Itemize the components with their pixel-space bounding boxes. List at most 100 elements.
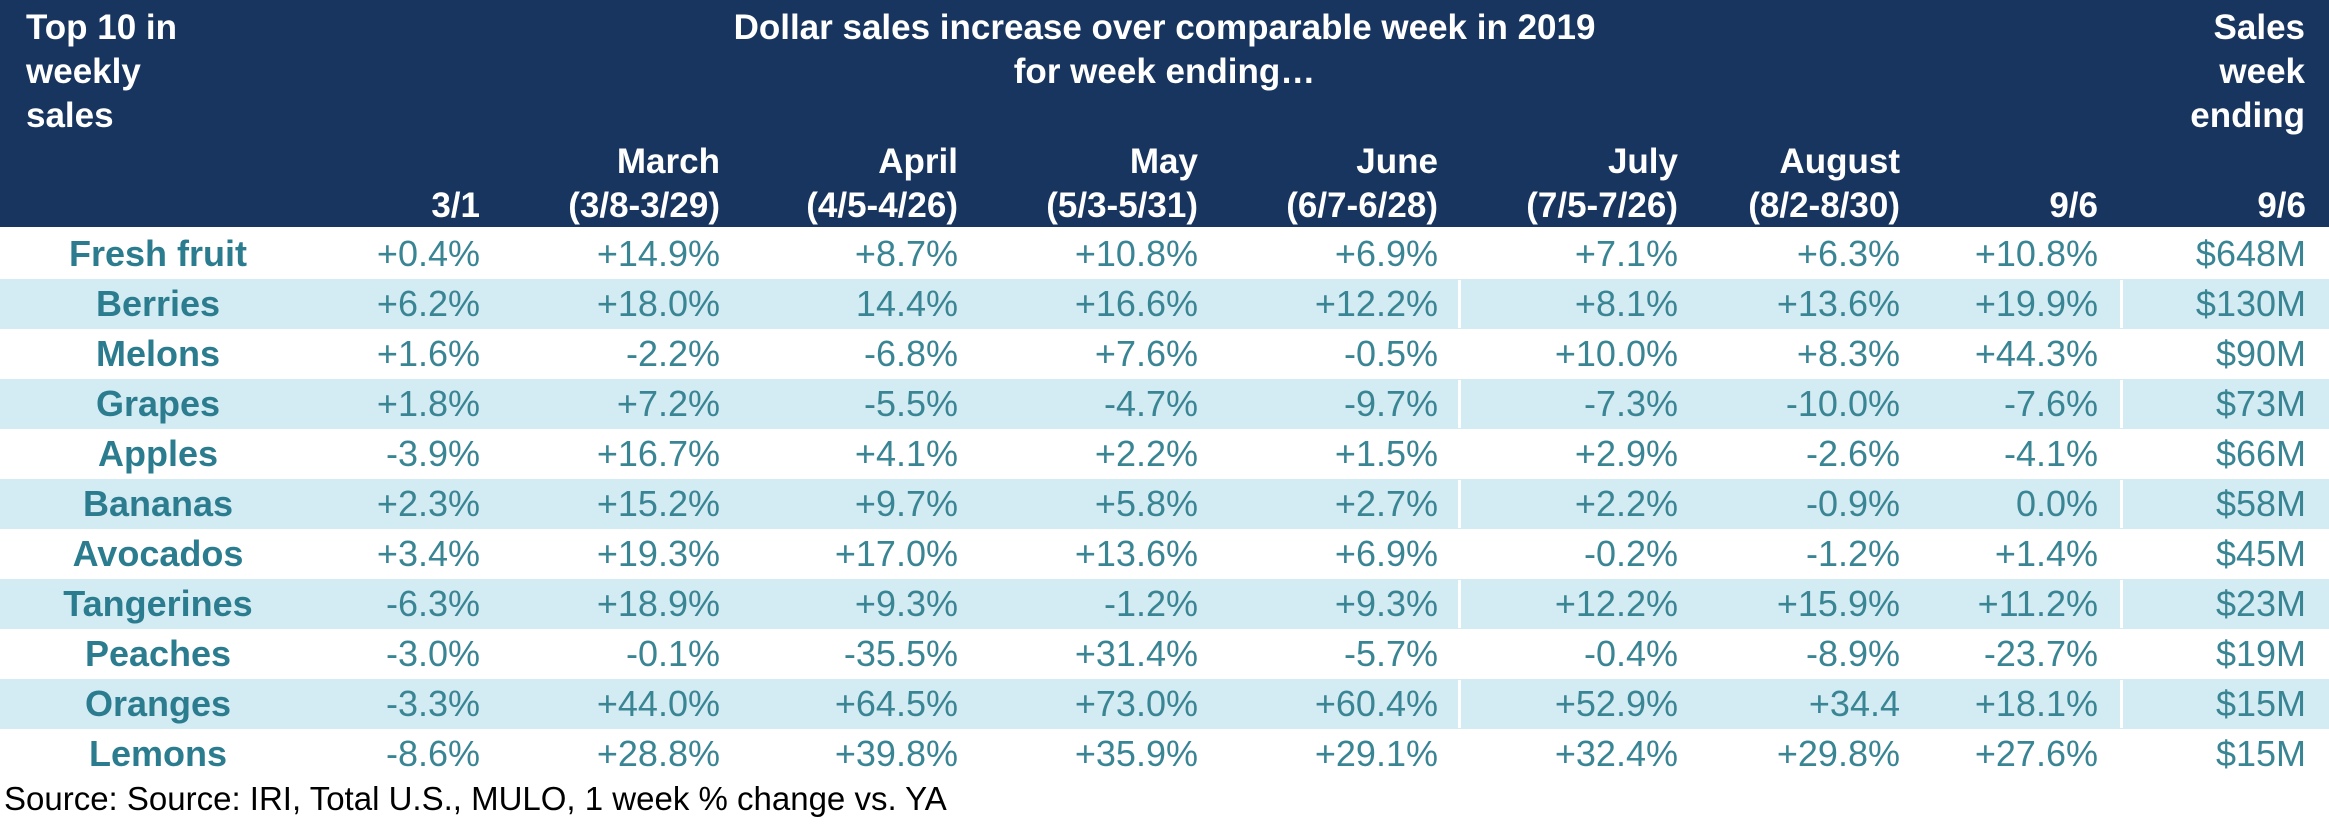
table-row: Grapes +1.8% +7.2% -5.5% -4.7% -9.7% -7.3% -10.… xyxy=(0,379,2329,429)
sales-week-label: Sales week ending xyxy=(2190,6,2305,138)
value-cell: -7.6% xyxy=(2003,383,2098,424)
column-header: 3/1 xyxy=(431,140,480,228)
value-cell: +1.4% xyxy=(1994,533,2098,574)
value-cell: +7.2% xyxy=(616,383,720,424)
value-cell: +2.7% xyxy=(1334,483,1438,524)
value-cell: -0.5% xyxy=(1343,333,1438,374)
value-cell: +16.7% xyxy=(596,433,720,474)
value-cell: -4.7% xyxy=(1103,383,1198,424)
value-cell: -5.5% xyxy=(863,383,958,424)
sales-cell: $45M xyxy=(2215,533,2306,574)
value-cell: -9.7% xyxy=(1343,383,1438,424)
value-cell: +6.9% xyxy=(1334,233,1438,274)
value-cell: -1.2% xyxy=(1805,533,1900,574)
column-header-line1 xyxy=(431,140,480,184)
column-separator xyxy=(2120,580,2123,628)
value-cell: +8.3% xyxy=(1796,333,1900,374)
value-cell: +27.6% xyxy=(1974,733,2098,774)
column-separator xyxy=(2120,480,2123,528)
table-row: Lemons -8.6% +28.8% +39.8% +35.9% +29.1% +32.4… xyxy=(0,729,2329,779)
table-row: Avocados +3.4% +19.3% +17.0% +13.6% +6.9% -0.2… xyxy=(0,529,2329,579)
corner-label: Top 10 in weekly sales xyxy=(26,6,177,138)
column-header-line2: (7/5-7/26) xyxy=(1526,186,1678,225)
row-label: Fresh fruit xyxy=(68,233,247,274)
column-header-line1: June xyxy=(1356,142,1438,181)
value-cell: +15.2% xyxy=(596,483,720,524)
value-cell: +18.1% xyxy=(1974,683,2098,724)
value-cell: +2.3% xyxy=(376,483,480,524)
sales-label-line: Sales xyxy=(2213,8,2305,47)
value-cell: -0.4% xyxy=(1583,633,1678,674)
value-cell: +4.1% xyxy=(854,433,958,474)
value-cell: -7.3% xyxy=(1583,383,1678,424)
corner-label-line: weekly xyxy=(26,52,141,91)
value-cell: +19.9% xyxy=(1974,283,2098,324)
value-cell: -8.9% xyxy=(1805,633,1900,674)
corner-label-line: Top 10 in xyxy=(26,8,178,47)
value-cell: +3.4% xyxy=(376,533,480,574)
sales-label-line: week xyxy=(2219,52,2305,91)
column-header-line2: 9/6 xyxy=(2049,186,2098,225)
column-header-line1: July xyxy=(1607,142,1678,181)
value-cell: -3.3% xyxy=(385,683,480,724)
value-cell: +5.8% xyxy=(1094,483,1198,524)
value-cell: 14.4% xyxy=(855,283,958,324)
value-cell: +29.8% xyxy=(1776,733,1900,774)
value-cell: +6.9% xyxy=(1334,533,1438,574)
value-cell: -1.2% xyxy=(1103,583,1198,624)
value-cell: +34.4 xyxy=(1808,683,1900,724)
value-cell: -35.5% xyxy=(843,633,958,674)
column-separator xyxy=(1458,580,1461,628)
value-cell: +44.3% xyxy=(1974,333,2098,374)
value-cell: -0.9% xyxy=(1805,483,1900,524)
sales-cell: $130M xyxy=(2195,283,2306,324)
column-header-line1: April xyxy=(878,142,958,181)
value-cell: -3.0% xyxy=(385,633,480,674)
sales-cell: $66M xyxy=(2215,433,2306,474)
row-label: Melons xyxy=(95,333,220,374)
value-cell: +10.0% xyxy=(1554,333,1678,374)
column-header: 9/6 xyxy=(2049,140,2098,228)
column-header-line1 xyxy=(2049,140,2098,184)
column-separator xyxy=(1458,280,1461,328)
corner-label-line: sales xyxy=(26,96,114,135)
sales-cell: $648M xyxy=(2195,233,2306,274)
value-cell: +32.4% xyxy=(1554,733,1678,774)
row-label: Oranges xyxy=(84,683,232,724)
column-header: 9/6 xyxy=(2257,140,2306,228)
sales-cell: $15M xyxy=(2215,683,2306,724)
sales-cell: $23M xyxy=(2215,583,2306,624)
sales-cell: $15M xyxy=(2215,733,2306,774)
value-cell: +7.1% xyxy=(1574,233,1678,274)
column-header-line1 xyxy=(2257,140,2306,184)
table-row: Berries +6.2% +18.0% 14.4% +16.6% +12.2% +8.1%… xyxy=(0,279,2329,329)
column-separator xyxy=(1458,380,1461,428)
value-cell: +44.0% xyxy=(596,683,720,724)
value-cell: +13.6% xyxy=(1776,283,1900,324)
column-header: May (5/3-5/31) xyxy=(1046,140,1198,228)
value-cell: +19.3% xyxy=(596,533,720,574)
value-cell: +9.3% xyxy=(854,583,958,624)
value-cell: +10.8% xyxy=(1074,233,1198,274)
value-cell: +1.6% xyxy=(376,333,480,374)
sales-label-line: ending xyxy=(2190,96,2305,135)
value-cell: -0.2% xyxy=(1583,533,1678,574)
value-cell: +2.9% xyxy=(1574,433,1678,474)
column-header-line1: March xyxy=(616,142,720,181)
column-header: April (4/5-4/26) xyxy=(806,140,958,228)
sales-cell: $90M xyxy=(2215,333,2306,374)
value-cell: +52.9% xyxy=(1554,683,1678,724)
sales-cell: $58M xyxy=(2215,483,2306,524)
column-separator xyxy=(1458,680,1461,728)
value-cell: +16.6% xyxy=(1074,283,1198,324)
value-cell: -2.6% xyxy=(1805,433,1900,474)
value-cell: +60.4% xyxy=(1314,683,1438,724)
value-cell: -8.6% xyxy=(385,733,480,774)
value-cell: +2.2% xyxy=(1574,483,1678,524)
value-cell: +9.7% xyxy=(854,483,958,524)
value-cell: +12.2% xyxy=(1554,583,1678,624)
column-header-line2: (6/7-6/28) xyxy=(1286,186,1438,225)
column-header: August (8/2-8/30) xyxy=(1748,140,1900,228)
value-cell: -0.1% xyxy=(625,633,720,674)
